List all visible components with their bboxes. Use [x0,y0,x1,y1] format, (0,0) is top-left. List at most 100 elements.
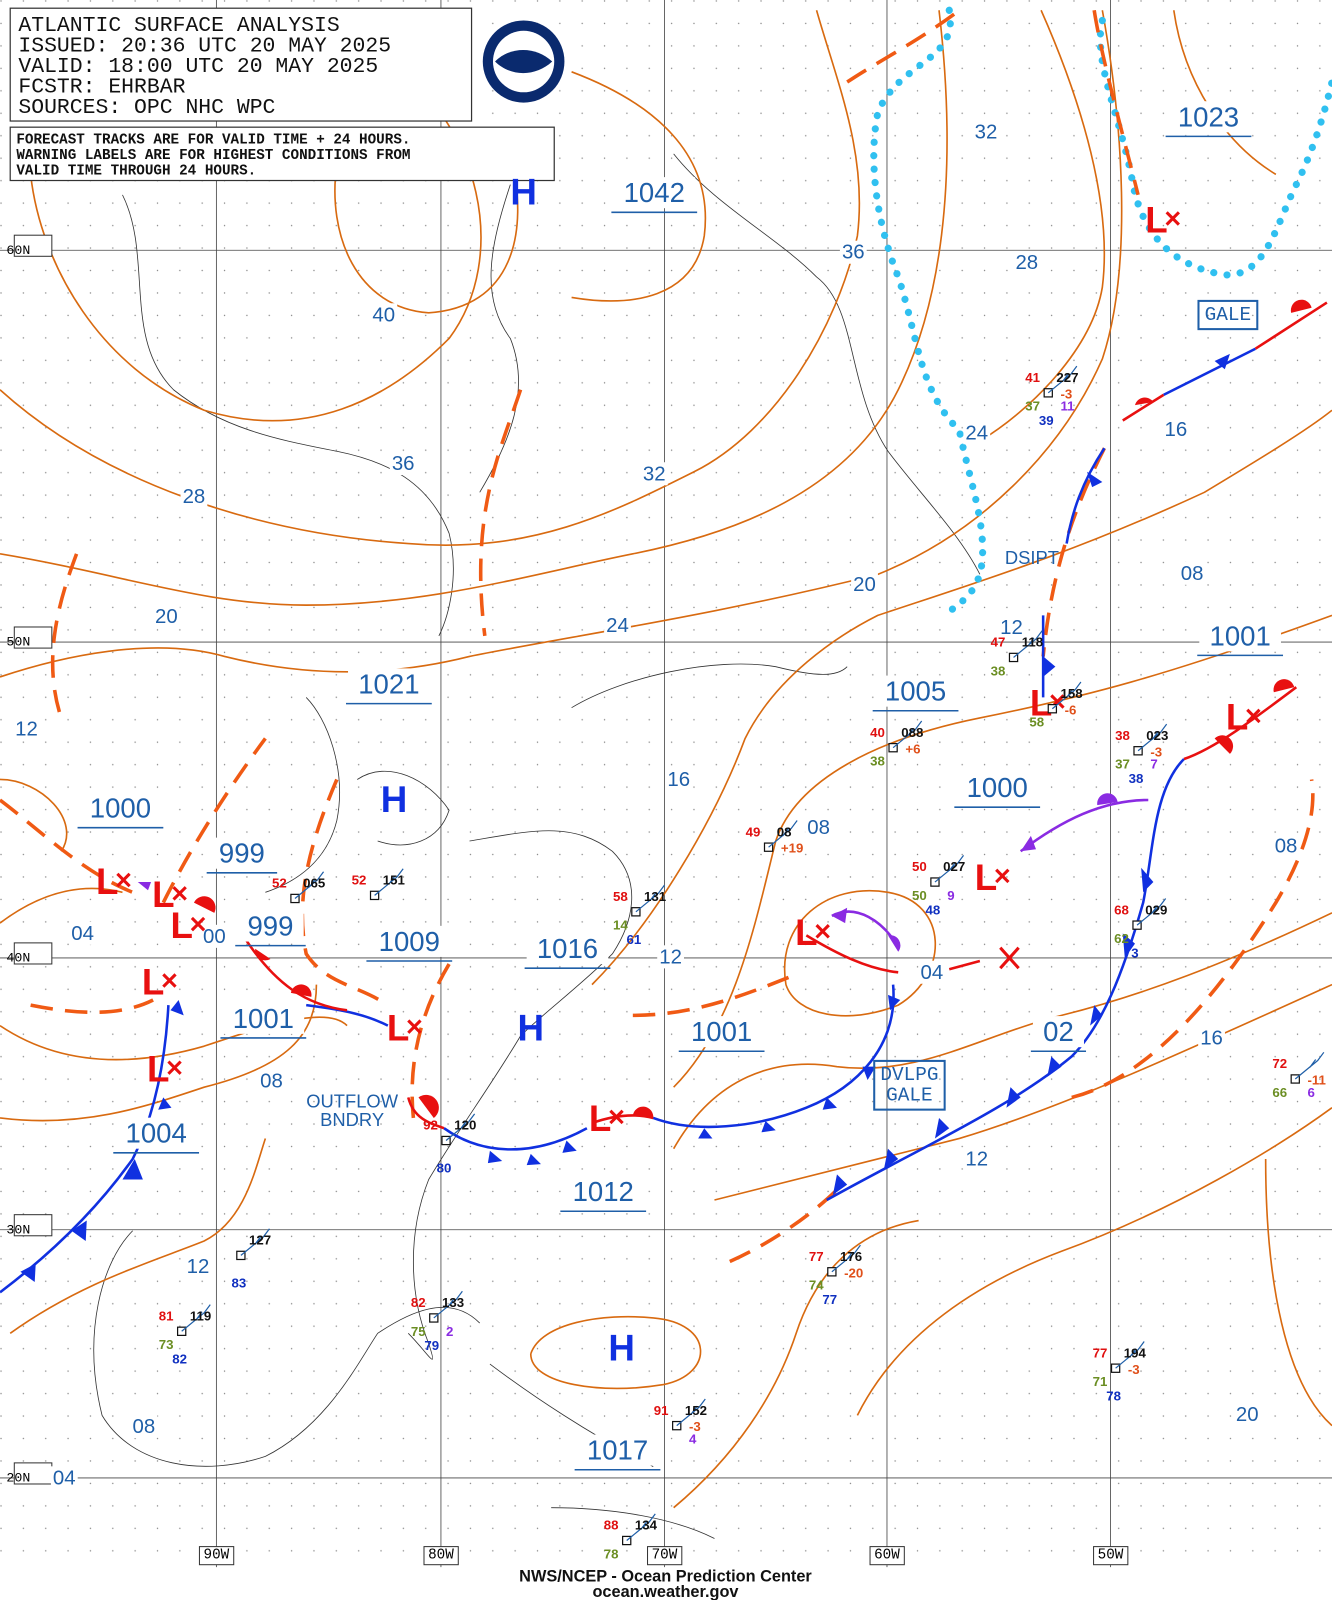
warning-label: DVLPG [880,1064,938,1086]
longitude-label: 90W [204,1548,230,1564]
station-value: 75 [411,1324,426,1339]
isobar-label-bg [918,960,946,984]
isobar-label: 08 [133,1415,156,1438]
station-value: 80 [437,1161,452,1176]
fronts [0,299,1328,1294]
isobar-label-bg [640,462,668,486]
station-value: 023 [1146,728,1168,743]
isobar-label: 20 [1236,1403,1259,1426]
station-value: 38 [1129,771,1144,786]
low-center: L [387,1007,409,1048]
isobar-label-bg [1272,834,1300,858]
station-value: 41 [1025,370,1040,385]
station-value: 120 [454,1118,476,1133]
latitude-label: 20N [6,1470,30,1485]
pressure-center-bg [526,933,609,965]
pressure-center: 1009 [379,926,440,957]
station-value: 152 [685,1403,707,1418]
low-marker [167,1060,182,1075]
notice-box: FORECAST TRACKS ARE FOR VALID TIME + 24 … [9,126,555,182]
isobar-label-bg [1198,1026,1225,1050]
warning-label: GALE [886,1084,933,1106]
station-value: 77 [822,1292,837,1307]
pressure-center-bg [1032,1016,1084,1048]
isobar-label-bg [130,1415,158,1439]
isobar-label-bg [839,240,867,264]
isobar-label-bg [389,451,417,476]
low-marker [407,1019,422,1034]
pressure-center-bg [208,837,276,869]
station-value: 131 [644,889,667,904]
low-marker [190,916,206,932]
station-value: 50 [912,859,927,874]
coastlines [93,153,981,1539]
isobar-label-bg [604,614,631,638]
notice-line: VALID TIME THROUGH 24 HOURS. [16,163,256,179]
pressure-center: 02 [1043,1016,1074,1047]
station-value: 71 [1093,1374,1108,1389]
high-center: H [608,1327,635,1368]
low-center: L [152,874,174,915]
pressure-center-bg [680,1016,763,1048]
wind-barb [433,1290,463,1319]
pressure-center: 1017 [587,1435,648,1466]
station-value: 14 [613,918,628,933]
station-value: 50 [912,888,927,903]
latitude-label-box [13,1214,53,1237]
pressure-center-bg [222,1002,305,1034]
station-value: 72 [1272,1056,1287,1071]
station-value: 151 [383,873,406,888]
low-center: L [589,1098,611,1139]
high-center: H [517,1007,544,1048]
isobar-label-bg [657,945,684,969]
low-marker [815,924,830,939]
latitude-label: 50N [6,635,30,650]
note-label: BNDRY [320,1109,384,1130]
longitude-label-box [423,1546,459,1566]
low-center: L [1030,682,1052,723]
header-box: ATLANTIC SURFACE ANALYSIS ISSUED: 20:36 … [9,7,565,122]
station-value: 88 [604,1518,619,1533]
wind-barb [1294,1051,1325,1080]
station-value: 74 [809,1278,824,1293]
station-value: 52 [272,876,287,891]
header-line: VALID: 18:00 UTC 20 MAY 2025 [18,55,378,79]
high-center: H [381,779,408,820]
isobar-label-bg [370,303,398,327]
wind-barb [1136,898,1167,926]
station-value: 38 [1115,728,1130,743]
footer-line: ocean.weather.gov [592,1583,739,1600]
low-center: L [975,857,997,898]
longitude-label-box [647,1546,683,1566]
station-value: 49 [746,824,761,839]
isobar-label: 04 [53,1466,76,1489]
low-center: L [96,861,118,902]
station-value: 73 [159,1337,174,1352]
isobar-label: 40 [372,303,395,326]
wind-barb [445,1113,476,1141]
isobar-label: 24 [965,421,988,444]
station-value: 58 [613,889,628,904]
station-value: 227 [1056,370,1078,385]
station-value: 2 [446,1324,453,1339]
isobar-label-bg [665,767,693,791]
station-value: 52 [352,873,367,888]
isobar-label: 08 [1181,562,1204,585]
longitude-label-box [869,1546,905,1566]
header-line: FCSTR: EHRBAR [18,75,185,99]
note-label: DSIPT [1005,547,1059,568]
low-center: L [1145,199,1167,240]
isobar-label: 32 [975,121,998,144]
station-value: 39 [1039,413,1054,428]
pressure-center-bg [874,675,957,707]
pressure-center-bg [562,1176,645,1208]
longitude-label: 60W [874,1548,900,1564]
pressure-center: 999 [219,838,265,869]
station-value: 78 [1106,1388,1121,1403]
station-value: -3 [689,1419,701,1434]
latitude-label-box [13,234,53,257]
high-center: H [510,172,537,213]
pressure-center-bg [1167,101,1250,133]
station-value: -6 [1065,702,1077,717]
